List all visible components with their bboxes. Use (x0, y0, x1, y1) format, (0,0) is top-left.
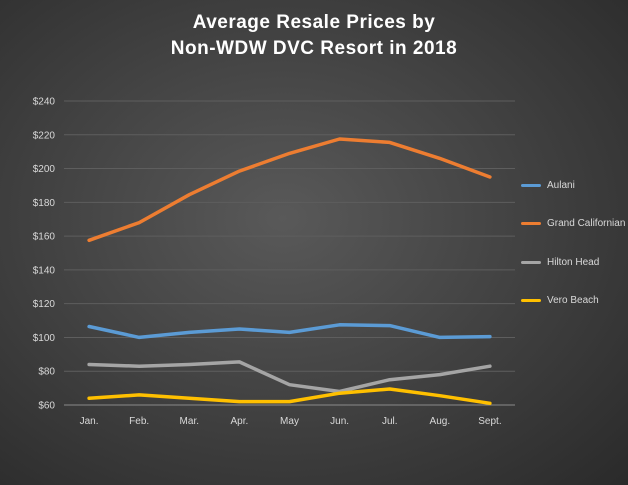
legend-item-vero-beach: Vero Beach (521, 293, 627, 308)
legend-swatch (521, 261, 541, 264)
y-tick-label: $80 (38, 367, 55, 378)
x-tick-label: Jul. (382, 416, 398, 427)
legend-item-grand-californian: Grand Californian (521, 216, 627, 231)
y-tick-label: $140 (33, 265, 56, 276)
series-line-aulani (87, 323, 492, 340)
x-tick-label: Feb. (129, 416, 149, 427)
legend-label: Hilton Head (547, 257, 600, 268)
x-tick-label: Apr. (230, 416, 248, 427)
chart-title: Average Resale Prices by Non-WDW DVC Res… (0, 10, 628, 62)
legend-item-aulani: Aulani (521, 178, 627, 193)
chart-title-line-1: Average Resale Prices by (192, 12, 436, 33)
x-tick-label: Mar. (180, 416, 199, 427)
series-line-grand-californian (87, 137, 492, 243)
y-tick-label: $240 (33, 97, 56, 108)
x-tick-label: Jun. (330, 416, 349, 427)
x-tick-label: Sept. (478, 416, 501, 427)
legend: Aulani Grand Californian Hilton Head Vero B… (521, 0, 628, 485)
legend-item-hilton-head: Hilton Head (521, 255, 627, 270)
x-tick-label: Aug. (430, 416, 451, 427)
y-tick-label: $220 (33, 130, 56, 141)
series-line-vero-beach (87, 387, 492, 406)
y-tick-label: $160 (33, 232, 56, 243)
legend-swatch (521, 184, 541, 187)
y-tick-label: $60 (38, 401, 55, 412)
series-line-hilton-head (87, 360, 492, 394)
y-tick-label: $180 (33, 198, 56, 209)
legend-label: Aulani (547, 180, 575, 191)
y-tick-label: $120 (33, 299, 56, 310)
x-tick-label: Jan. (80, 416, 99, 427)
legend-label: Vero Beach (547, 295, 599, 306)
y-tick-label: $100 (33, 333, 56, 344)
legend-swatch (521, 222, 541, 225)
legend-label: Grand Californian (547, 218, 626, 229)
chart-title-line-2: Non-WDW DVC Resort in 2018 (170, 38, 458, 59)
legend-swatch (521, 299, 541, 302)
y-tick-label: $200 (33, 164, 56, 175)
x-tick-label: May (280, 416, 299, 427)
